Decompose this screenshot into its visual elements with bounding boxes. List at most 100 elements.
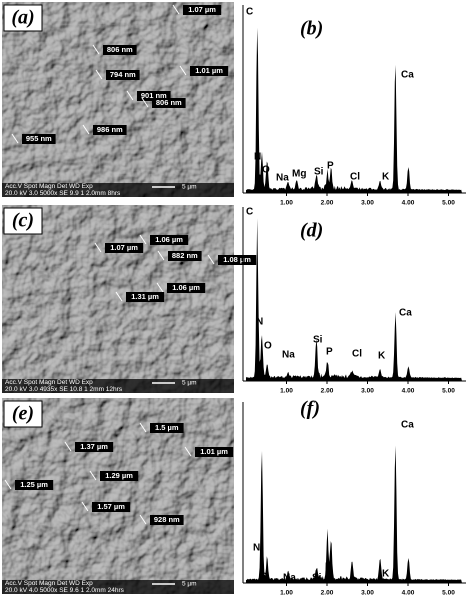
annotation: 882 nm xyxy=(172,251,198,260)
info-line: 20.0 kV 3.0 4935x SE 10.8 1 2mm 12hrs xyxy=(5,386,123,393)
spectrum xyxy=(246,27,462,193)
annotation-box xyxy=(150,423,184,433)
annotation: 1.29 µm xyxy=(105,471,133,480)
measure-line xyxy=(11,133,19,144)
panel-label-box xyxy=(3,4,43,32)
annotation-box xyxy=(195,447,234,457)
x-tick-label: 3.00 xyxy=(361,388,374,395)
annotation-box xyxy=(22,134,56,144)
measure-line xyxy=(179,65,187,76)
element-label: N xyxy=(254,152,261,163)
annotation: 955 nm xyxy=(26,134,52,143)
x-tick-label: 1.00 xyxy=(280,388,293,395)
measure-line xyxy=(184,446,192,457)
element-label: O xyxy=(262,165,270,176)
x-tick-label: 4.00 xyxy=(402,200,415,207)
element-label: Si xyxy=(312,573,322,584)
panel-label-box xyxy=(3,207,43,235)
annotation-box xyxy=(150,515,184,525)
annotation: 1.06 µm xyxy=(155,235,183,244)
annotation: 1.37 µm xyxy=(80,442,108,451)
annotation: 986 nm xyxy=(97,125,123,134)
panel-label: (a) xyxy=(11,7,34,29)
element-label: Na xyxy=(276,173,289,184)
measure-line xyxy=(139,234,147,245)
x-tick-label: 1.00 xyxy=(280,590,293,597)
spectrum xyxy=(246,445,462,583)
element-label: N xyxy=(253,543,260,554)
sem-image xyxy=(2,398,234,594)
element-label: Na xyxy=(282,350,295,361)
measure-line xyxy=(64,441,72,452)
annotation: 1.01 µm xyxy=(200,447,228,456)
measure-line xyxy=(115,291,123,302)
annotation-box xyxy=(93,125,127,135)
annotation-box xyxy=(190,66,229,76)
annotation-box xyxy=(168,251,202,261)
measure-line xyxy=(157,250,165,261)
info-line: Acc.V Spot Magn Det WD Exp xyxy=(5,183,93,190)
annotation-box xyxy=(137,91,171,101)
x-tick-label: 1.00 xyxy=(280,200,293,207)
element-label: K xyxy=(378,351,386,362)
element-label: Cl xyxy=(352,349,362,360)
info-line: Acc.V Spot Magn Det WD Exp xyxy=(5,379,93,386)
annotation-box xyxy=(15,480,54,490)
measure-line xyxy=(82,124,90,135)
annotation-box xyxy=(103,45,137,55)
measure-line xyxy=(207,254,215,265)
annotation-box xyxy=(92,502,131,512)
measure-line xyxy=(89,470,97,481)
info-bar xyxy=(2,379,234,393)
scale-label: 5 µm xyxy=(182,380,197,387)
measure-line xyxy=(156,282,164,293)
measure-line xyxy=(139,422,147,433)
annotation: 1.25 µm xyxy=(20,480,48,489)
x-tick-label: 5.00 xyxy=(442,590,455,597)
element-label: Ca xyxy=(399,308,412,319)
x-tick-label: 5.00 xyxy=(442,388,455,395)
measure-line xyxy=(92,44,100,55)
annotation-box xyxy=(75,442,114,452)
measure-line xyxy=(139,514,147,525)
annotation: 1.5 µm xyxy=(155,423,179,432)
annotation-box xyxy=(150,235,189,245)
info-line: 20.0 kV 3.0 5000x SE 9.9 1 2.0mm 8hrs xyxy=(5,190,121,197)
element-label: Ca xyxy=(401,70,414,81)
measure-line xyxy=(141,97,149,108)
annotation: 806 nm xyxy=(156,98,182,107)
annotation-box xyxy=(105,243,144,253)
element-label: P xyxy=(325,562,332,573)
info-bar xyxy=(2,580,234,594)
element-label: O xyxy=(264,341,272,352)
x-tick-label: 3.00 xyxy=(361,200,374,207)
measure-line xyxy=(4,479,12,490)
element-label: C xyxy=(246,207,253,218)
annotation: 901 nm xyxy=(141,91,167,100)
panel-label: (e) xyxy=(12,403,34,425)
element-label: Ca xyxy=(401,420,414,431)
annotation-box xyxy=(218,255,257,265)
panel-label: (c) xyxy=(12,210,34,232)
annotation: 1.07 µm xyxy=(188,5,216,14)
annotation: 1.06 µm xyxy=(172,283,200,292)
element-label: Na xyxy=(283,573,296,584)
x-tick-label: 2.00 xyxy=(321,200,334,207)
x-tick-label: 4.00 xyxy=(402,590,415,597)
measure-line xyxy=(126,90,134,101)
scale-label: 5 µm xyxy=(182,581,197,588)
sem-image xyxy=(2,2,234,197)
annotation: 1.31 µm xyxy=(131,292,159,301)
annotation: 1.08 µm xyxy=(223,255,251,264)
annotation-box xyxy=(152,98,186,108)
sem-image xyxy=(2,205,234,393)
info-line: 20.0 kV 4.0 5000x SE 9.6 1 2.0mm 24hrs xyxy=(5,587,125,594)
element-label: N xyxy=(256,317,263,328)
annotation: 806 nm xyxy=(107,45,133,54)
x-tick-label: 2.00 xyxy=(321,590,334,597)
measure-line xyxy=(95,69,103,80)
annotation-box xyxy=(126,292,165,302)
panel-label: (b) xyxy=(300,18,323,40)
annotation: 1.07 µm xyxy=(110,243,138,252)
